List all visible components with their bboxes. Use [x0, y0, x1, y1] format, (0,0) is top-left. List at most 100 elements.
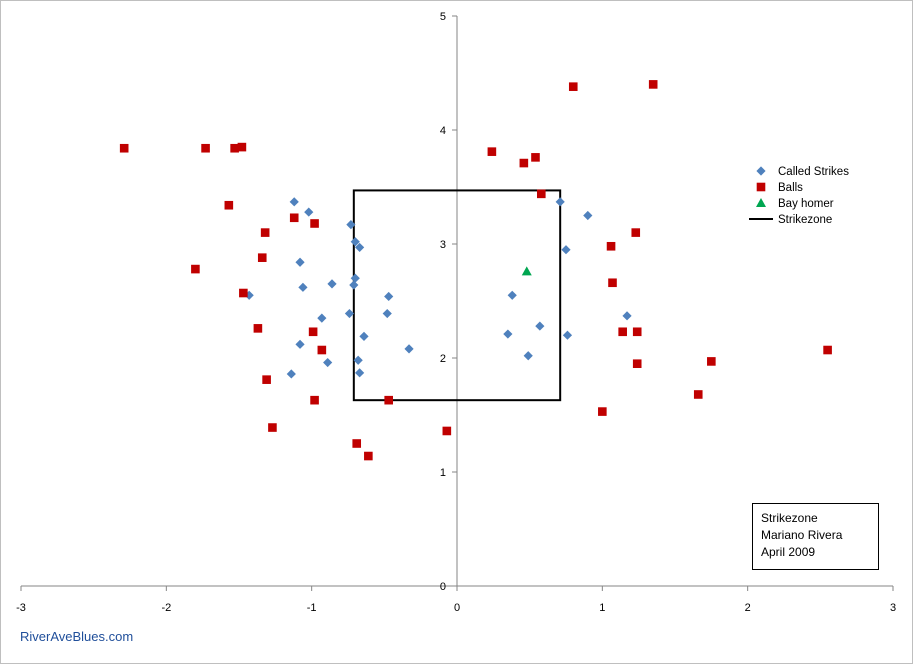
- called-strikes-point: [327, 279, 337, 289]
- x-tick-label: -1: [307, 602, 317, 614]
- balls-point: [632, 327, 642, 337]
- x-tick-label: 1: [599, 602, 605, 614]
- tick-labels: -3 -2 -1 0 1 2 3 0 1 2 3 4 5: [16, 11, 896, 614]
- called-strikes-point: [323, 357, 333, 368]
- y-tick-label: 4: [440, 125, 446, 137]
- strikezone-box: [352, 189, 562, 402]
- legend-marker-bay-homer: [756, 198, 766, 207]
- called-strikes-point: [503, 329, 513, 339]
- called-strikes-point: [298, 282, 308, 292]
- called-strikes-point: [404, 344, 414, 354]
- balls-point: [352, 439, 362, 448]
- legend-marker-called-strikes: [756, 166, 766, 176]
- axes: [20, 15, 894, 591]
- called-strikes-point: [535, 321, 545, 331]
- balls-point: [384, 395, 393, 405]
- balls-point: [598, 407, 607, 416]
- balls-point: [268, 423, 277, 432]
- balls-point: [632, 359, 642, 368]
- called-strikes-point: [286, 369, 296, 379]
- called-strikes-point: [304, 207, 314, 217]
- balls-point: [608, 278, 617, 288]
- x-tick-label: -3: [16, 602, 26, 614]
- balls-point: [310, 395, 319, 405]
- balls-point: [364, 451, 373, 461]
- called-strikes-point: [350, 273, 360, 283]
- called-strikes-point: [507, 290, 517, 300]
- x-tick-label: 0: [454, 602, 460, 614]
- y-tick-label: 1: [440, 467, 446, 479]
- balls-point: [239, 288, 248, 298]
- legend-label-bay-homer: Bay homer: [778, 198, 834, 210]
- balls-point: [237, 142, 247, 152]
- legend: Called Strikes Balls Bay homer Strikezone: [749, 166, 849, 226]
- legend-label-balls: Balls: [778, 182, 803, 194]
- balls-point: [262, 375, 271, 384]
- called-strikes-point: [355, 242, 365, 253]
- called-strikes-point: [295, 257, 305, 267]
- called-strikes-point: [349, 280, 359, 290]
- balls-point: [531, 153, 540, 162]
- balls-point: [568, 82, 578, 91]
- legend-label-called-strikes: Called Strikes: [778, 166, 849, 178]
- y-tick-label: 2: [440, 353, 446, 365]
- chart-note-box: Strikezone Mariano Rivera April 2009: [752, 503, 879, 570]
- balls-point: [191, 264, 200, 274]
- called-strikes-point: [295, 339, 305, 349]
- balls-point: [253, 324, 263, 333]
- bay-homer-point: [521, 266, 532, 276]
- source-credit: RiverAveBlues.com: [20, 629, 134, 644]
- balls-point: [648, 80, 658, 89]
- balls-point: [487, 147, 497, 156]
- balls-point: [442, 426, 452, 436]
- called-strikes-point: [523, 351, 533, 361]
- balls-point: [308, 327, 318, 337]
- balls-point: [119, 143, 129, 153]
- legend-marker-balls: [756, 182, 766, 192]
- balls-point: [707, 357, 716, 366]
- balls-point: [618, 327, 627, 337]
- called-strikes-point: [350, 237, 360, 247]
- y-tick-label: 0: [440, 581, 446, 593]
- called-strikes-point: [289, 197, 299, 207]
- y-tick-label: 3: [440, 239, 446, 251]
- balls-point: [201, 143, 210, 153]
- x-tick-label: 2: [745, 602, 751, 614]
- balls-point: [310, 219, 319, 228]
- called-strikes-point: [384, 291, 394, 302]
- called-strikes-point: [346, 220, 356, 230]
- note-line-2: Mariano Rivera: [761, 528, 843, 542]
- balls-point: [519, 158, 529, 168]
- called-strikes-point: [353, 355, 363, 365]
- balls-point: [693, 390, 703, 399]
- called-strikes-point: [317, 313, 327, 323]
- strikezone-rect: [352, 189, 562, 402]
- x-tick-label: -2: [161, 602, 171, 614]
- called-strikes-point: [555, 197, 565, 207]
- called-strikes-point: [344, 308, 355, 319]
- x-tick-label: 3: [890, 602, 896, 614]
- balls-point: [317, 345, 327, 355]
- balls-point: [536, 189, 546, 199]
- called-strikes-point: [359, 331, 369, 341]
- balls-point: [257, 253, 267, 262]
- balls-point: [823, 345, 832, 355]
- balls-point: [224, 200, 234, 210]
- called-strikes-point: [562, 330, 573, 340]
- legend-label-strikezone: Strikezone: [778, 214, 832, 226]
- balls-point: [606, 241, 616, 251]
- called-strikes-point: [583, 210, 593, 221]
- balls-point: [631, 228, 641, 237]
- called-strikes-point: [622, 311, 632, 321]
- data-points: [119, 80, 832, 461]
- balls-point: [289, 213, 299, 223]
- called-strikes-point: [382, 308, 392, 319]
- note-line-1: Strikezone: [761, 511, 818, 525]
- called-strikes-point: [355, 368, 365, 378]
- balls-point: [230, 143, 239, 153]
- called-strikes-point: [561, 245, 571, 255]
- balls-point: [260, 228, 270, 237]
- y-tick-label: 5: [440, 11, 446, 23]
- note-line-3: April 2009: [761, 545, 816, 559]
